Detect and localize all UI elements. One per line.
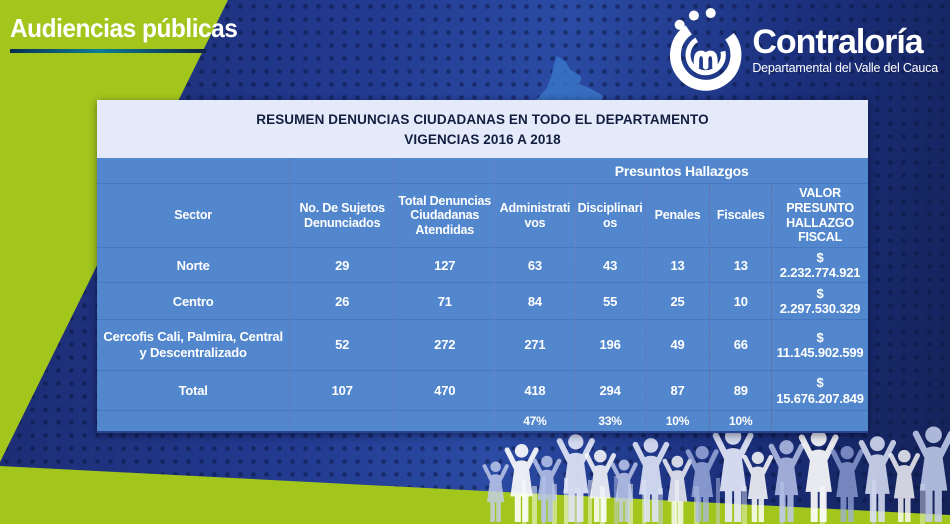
valor-symbol: $ [816, 329, 824, 345]
cell-fiscales: 66 [709, 319, 772, 371]
valor-amount: 2.297.530.329 [779, 301, 861, 317]
valor-symbol: $ [816, 249, 824, 265]
column-header-fiscales: Fiscales [709, 183, 772, 248]
column-header-sector: Sector [97, 183, 290, 248]
table-title-line2: VIGENCIAS 2016 A 2018 [404, 131, 561, 147]
banner-underline [10, 49, 206, 53]
cell-sector: Norte [97, 247, 290, 283]
cell-valor: $ 11.145.902.599 [771, 319, 868, 371]
cell-fiscales: 89 [709, 370, 772, 411]
pct-administrativos: 47% [494, 410, 575, 434]
empty-cell [394, 158, 495, 184]
valor-symbol: $ [816, 375, 824, 391]
cell-administrativos: 418 [494, 370, 575, 411]
cell-sector: Cercofis Cali, Palmira, Central y Descen… [97, 319, 290, 371]
group-header-cell: Presuntos Hallazgos [494, 158, 868, 184]
cell-sujetos: 26 [289, 282, 395, 320]
cell-denuncias: 71 [394, 282, 495, 320]
cell-sujetos: 107 [289, 370, 395, 411]
column-header-valor: VALOR PRESUNTO HALLAZGO FISCAL [771, 183, 868, 248]
cell-penales: 13 [644, 247, 710, 283]
cell-administrativos: 271 [494, 319, 575, 371]
empty-cell [394, 410, 495, 434]
valor-amount: 15.676.207.849 [776, 390, 864, 406]
column-header-row: Sector No. De Sujetos Denunciados Total … [97, 183, 868, 248]
cell-penales: 49 [644, 319, 710, 371]
logo-text: Contraloría Departamental del Valle del … [752, 25, 938, 75]
column-header-administrativos: Administrativos [494, 183, 575, 248]
banner: Audiencias públicas [10, 13, 252, 53]
cell-disciplinarios: 196 [574, 319, 646, 371]
table-row-centro: Centro 26 71 84 55 25 10 $ 2.297.530.329 [97, 282, 868, 320]
empty-cell [289, 410, 395, 434]
cell-denuncias: 470 [394, 370, 495, 411]
cell-administrativos: 63 [494, 247, 575, 283]
cell-disciplinarios: 55 [574, 282, 646, 320]
summary-table: Presuntos Hallazgos Sector No. De Sujeto… [97, 158, 868, 434]
crowd-silhouette-icon [480, 414, 950, 524]
cell-penales: 87 [644, 370, 710, 411]
cell-fiscales: 13 [709, 247, 772, 283]
pct-penales: 10% [644, 410, 710, 434]
column-header-penales: Penales [644, 183, 710, 248]
empty-cell [97, 158, 290, 184]
cell-administrativos: 84 [494, 282, 575, 320]
table-title-line1: RESUMEN DENUNCIAS CIUDADANAS EN TODO EL … [256, 112, 709, 127]
cell-fiscales: 10 [709, 282, 772, 320]
cell-valor: $ 15.676.207.849 [771, 370, 868, 411]
empty-cell [97, 410, 290, 434]
contraloria-emblem-icon [670, 8, 742, 91]
column-header-sujetos: No. De Sujetos Denunciados [289, 183, 395, 248]
cell-disciplinarios: 43 [574, 247, 646, 283]
logo-brand: Contraloría [752, 23, 923, 61]
empty-cell [771, 410, 868, 434]
empty-cell [289, 158, 395, 184]
valor-amount: 11.145.902.599 [776, 345, 864, 361]
cell-sujetos: 29 [289, 247, 395, 283]
cell-denuncias: 127 [394, 247, 495, 283]
cell-sujetos: 52 [289, 319, 395, 371]
cell-valor: $ 2.232.774.921 [771, 247, 868, 283]
table-row-total: Total 107 470 418 294 87 89 $ 15.676.207… [97, 370, 868, 411]
table-row-cercofis: Cercofis Cali, Palmira, Central y Descen… [97, 319, 868, 371]
column-header-denuncias: Total Denuncias Ciudadanas Atendidas [394, 183, 495, 248]
pct-fiscales: 10% [709, 410, 772, 434]
contraloria-logo: Contraloría Departamental del Valle del … [662, 8, 938, 92]
table-row-norte: Norte 29 127 63 43 13 13 $ 2.232.774.921 [97, 247, 868, 283]
banner-title: Audiencias públicas [10, 13, 238, 43]
cell-sector: Centro [97, 282, 290, 320]
group-header-row: Presuntos Hallazgos [97, 158, 868, 184]
cell-sector: Total [97, 370, 290, 411]
cell-penales: 25 [644, 282, 710, 320]
summary-table-container: RESUMEN DENUNCIAS CIUDADANAS EN TODO EL … [97, 100, 868, 434]
cell-valor: $ 2.297.530.329 [771, 282, 868, 320]
column-header-disciplinarios: Disciplinarios [574, 183, 646, 248]
table-title: RESUMEN DENUNCIAS CIUDADANAS EN TODO EL … [97, 100, 868, 159]
percentage-row: 47% 33% 10% 10% [97, 410, 868, 434]
cell-disciplinarios: 294 [574, 370, 646, 411]
cell-denuncias: 272 [394, 319, 495, 371]
valor-symbol: $ [816, 285, 824, 301]
valor-amount: 2.232.774.921 [779, 265, 861, 281]
pct-disciplinarios: 33% [574, 410, 646, 434]
logo-subtitle: Departamental del Valle del Cauca [752, 61, 938, 75]
